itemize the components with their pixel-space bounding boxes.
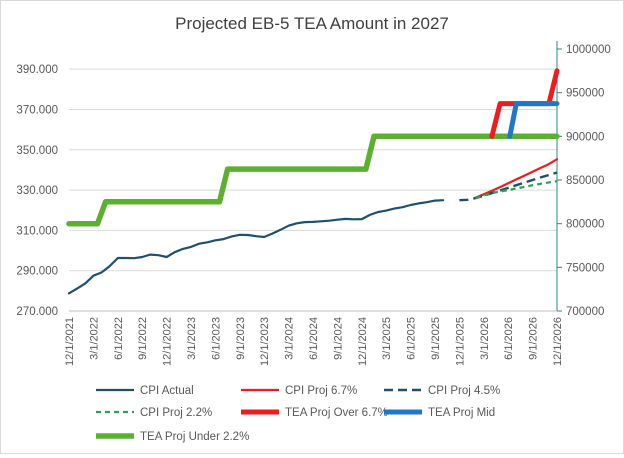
x-tick-label: 9/1/2026 — [528, 317, 540, 360]
y-right-tick-label: 900000 — [566, 131, 604, 143]
y-left-tick-label: 310.000 — [16, 225, 58, 237]
x-tick-label: 12/1/2023 — [259, 317, 271, 366]
y-left-tick-label: 390.000 — [16, 64, 58, 76]
gridlines — [69, 68, 557, 312]
y-right-tick-label: 850000 — [566, 175, 604, 187]
y-left-tick-label: 290.000 — [16, 266, 58, 278]
y-left-tick-label: 270.000 — [16, 306, 58, 318]
y-right-tick-labels: 700000 750000 800000 850000 900000 950000 1000… — [566, 44, 611, 318]
legend-label: CPI Proj 4.5% — [428, 385, 500, 397]
y-left-tick-labels: 270.000 290.000 310.000 330.000 350.000 370.0… — [16, 64, 58, 318]
legend-item-cpi-actual: CPI Actual — [96, 385, 194, 397]
legend-label: CPI Actual — [140, 385, 194, 397]
legend-item-tea-proj-under-2-2: TEA Proj Under 2.2% — [96, 431, 249, 443]
series-line-cpi-actual — [67, 199, 445, 295]
x-tick-label: 9/1/2025 — [430, 317, 442, 360]
chart-title: Projected EB-5 TEA Amount in 2027 — [175, 14, 449, 33]
x-tick-label: 3/1/2026 — [479, 317, 491, 360]
y-left-tick-label: 350.000 — [16, 145, 58, 157]
x-tick-label: 6/1/2024 — [308, 317, 320, 360]
y-left-tick-label: 370.000 — [16, 104, 58, 116]
y-right-tick-label: 750000 — [566, 262, 604, 274]
legend-label: CPI Proj 2.2% — [140, 407, 212, 419]
y-left-tick-label: 330.000 — [16, 185, 58, 197]
y-right-tick-label: 700000 — [566, 306, 604, 318]
legend-label: TEA Proj Under 2.2% — [140, 431, 249, 443]
x-tick-label: 9/1/2023 — [235, 317, 247, 360]
x-tick-label: 3/1/2023 — [186, 317, 198, 360]
series-line-cpi-proj-6-7 — [474, 158, 559, 199]
legend-item-tea-proj-over-6-7: TEA Proj Over 6.7% — [241, 407, 388, 419]
y-right-tick-label: 800000 — [566, 219, 604, 231]
series-line-tea-proj-under-2-2 — [66, 133, 560, 227]
legend-item-cpi-proj-6-7: CPI Proj 6.7% — [241, 385, 357, 397]
legend-label: CPI Proj 6.7% — [285, 385, 357, 397]
x-tick-label: 6/1/2025 — [406, 317, 418, 360]
x-tick-label: 12/1/2021 — [64, 317, 76, 366]
x-tick-label: 12/1/2026 — [552, 317, 564, 366]
series-layer — [66, 68, 560, 295]
legend-label: TEA Proj Mid — [428, 407, 495, 419]
x-tick-label: 6/1/2022 — [113, 317, 125, 360]
y-right-tick-label: 1000000 — [566, 44, 611, 56]
x-tick-label: 12/1/2022 — [162, 317, 174, 366]
legend: TEA Proj Under 2.2% TEA Proj Over 6.7% TEA… — [96, 385, 500, 443]
series-line-tea-proj-mid — [507, 101, 560, 139]
y-right-tick-label: 950000 — [566, 88, 604, 100]
x-tick-label: 6/1/2026 — [503, 317, 515, 360]
x-tick-label: 9/1/2022 — [137, 317, 149, 360]
x-tick-label: 9/1/2024 — [332, 317, 344, 360]
series-line-cpi-proj-4-5 — [459, 171, 558, 202]
legend-label: TEA Proj Over 6.7% — [285, 407, 388, 419]
x-tick-label: 6/1/2023 — [210, 317, 222, 360]
x-tick-label: 3/1/2025 — [381, 317, 393, 360]
x-tick-label: 3/1/2022 — [88, 317, 100, 360]
x-tick-labels: 12/1/2021 3/1/2022 6/1/2022 9/1/2022 12/1/20… — [64, 317, 564, 366]
x-tick-label: 12/1/2025 — [454, 317, 466, 366]
legend-item-tea-proj-mid: TEA Proj Mid — [384, 407, 495, 419]
legend-item-cpi-proj-4-5: CPI Proj 4.5% — [384, 385, 500, 397]
x-tick-label: 12/1/2024 — [357, 317, 369, 366]
x-tick-label: 3/1/2024 — [284, 317, 296, 360]
legend-item-cpi-proj-2-2: CPI Proj 2.2% — [96, 407, 212, 419]
